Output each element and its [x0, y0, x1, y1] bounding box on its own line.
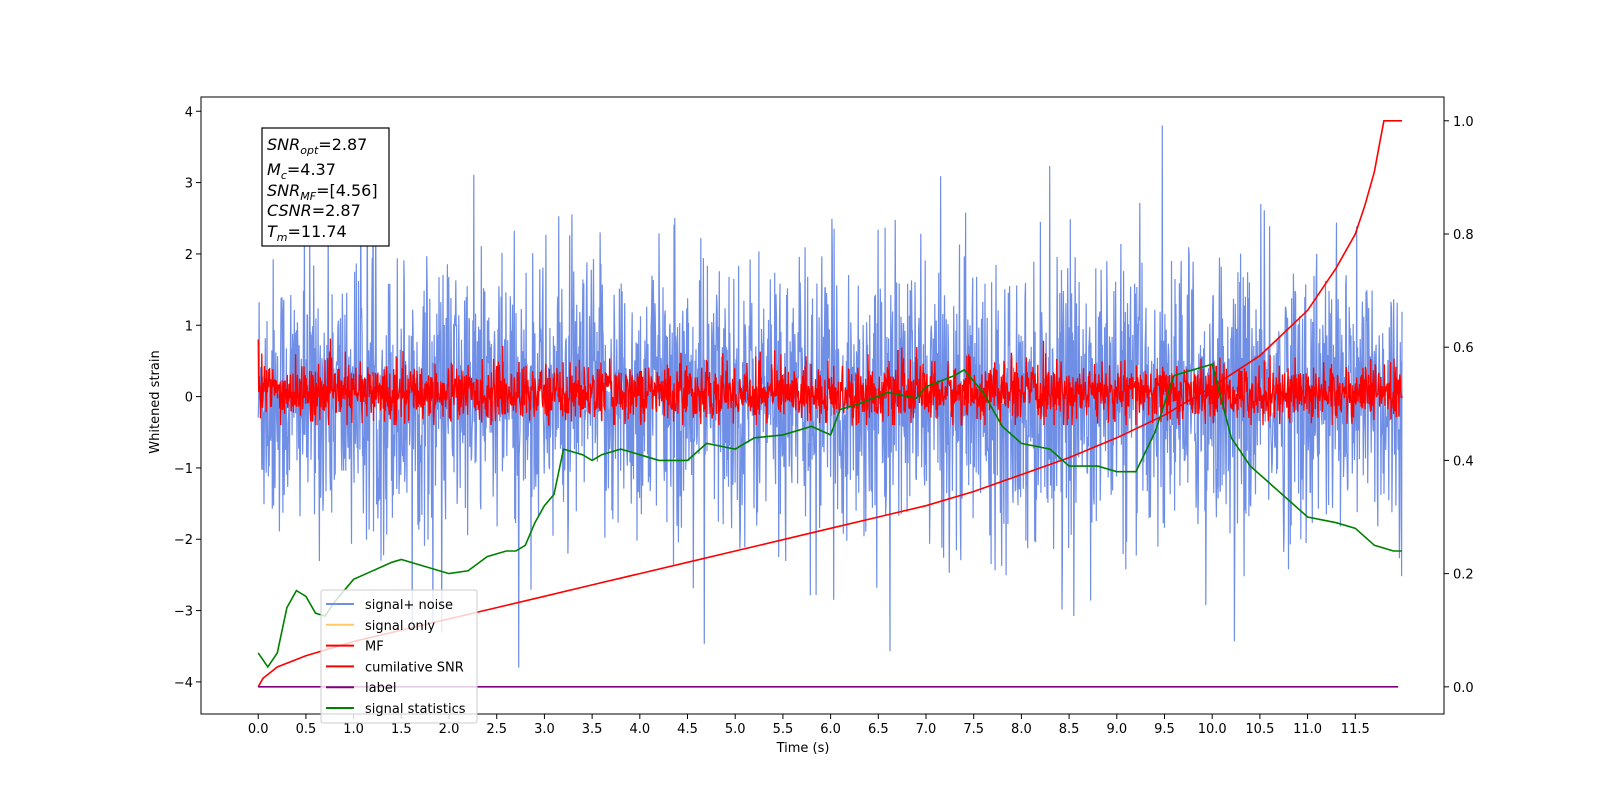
x-tick-label: 9.5: [1154, 722, 1175, 737]
series-signal-noise: [257, 125, 1403, 668]
x-tick-label: 8.0: [1011, 722, 1032, 737]
y-tick-label: 1: [185, 319, 193, 334]
x-tick-label: 6.0: [820, 722, 841, 737]
legend: signal+ noise signal only MF cumilative SNR…: [320, 589, 478, 724]
x-tick-label: 11.0: [1293, 722, 1322, 737]
x-tick-label: 10.0: [1198, 722, 1227, 737]
info-mc: Mc=4.37: [267, 160, 336, 182]
x-axis-label: Time (s): [776, 741, 830, 756]
info-snr-mf: SNRMF=[4.56]: [267, 181, 378, 203]
y-tick-label: −1: [174, 462, 193, 477]
y-axis-label: Whitened strain: [148, 350, 163, 453]
y2-tick-label: 0.2: [1453, 568, 1474, 583]
info-box-frame: [261, 127, 390, 247]
x-tick-label: 10.5: [1245, 722, 1274, 737]
x-tick-label: 0.5: [296, 722, 317, 737]
y2-tick-label: 1.0: [1453, 115, 1474, 130]
y2-tick-label: 0.8: [1453, 228, 1474, 243]
x-tick-label: 2.0: [439, 722, 460, 737]
info-csnr: CSNR=2.87: [267, 201, 361, 220]
info-snr-opt: SNRopt=2.87: [267, 135, 367, 157]
legend-label: MF: [365, 640, 384, 655]
x-tick-label: 9.0: [1106, 722, 1127, 737]
series-signal-statistics: [257, 363, 1402, 669]
y-tick-label: 0: [185, 391, 193, 406]
legend-label: label: [365, 681, 396, 696]
legend-frame: [320, 589, 478, 724]
x-tick-label: 4.5: [677, 722, 698, 737]
y-tick-label: −2: [174, 533, 193, 548]
x-tick-label: 7.0: [916, 722, 937, 737]
x-tick-label: 0.0: [248, 722, 269, 737]
y-tick-label: 4: [185, 105, 193, 120]
x-tick-label: 8.5: [1059, 722, 1080, 737]
x-tick-label: 5.5: [773, 722, 794, 737]
legend-label: cumilative SNR: [365, 660, 464, 675]
x-tick-label: 2.5: [486, 722, 507, 737]
x-tick-label: 11.5: [1341, 722, 1370, 737]
axes-layer: 0.0 0.5 1.0 1.5 2.0 2.5 3.0 3.5 4.0 4.5 5.0 5.5 6.0 6…: [174, 96, 1474, 737]
x-tick-label: 6.5: [868, 722, 889, 737]
legend-label: signal+ noise: [365, 598, 453, 613]
y2-tick-label: 0.6: [1453, 341, 1474, 356]
y-tick-label: −3: [174, 605, 193, 620]
y-tick-label: 2: [185, 248, 193, 263]
info-box: SNRopt=2.87 Mc=4.37 SNRMF=[4.56] CSNR=2.…: [261, 127, 390, 247]
series-mf: [257, 338, 1403, 427]
x-tick-label: 1.5: [391, 722, 412, 737]
x-tick-label: 3.0: [534, 722, 555, 737]
x-tick-label: 7.5: [963, 722, 984, 737]
plot-frame: [200, 96, 1445, 715]
y2-tick-label: 0.4: [1453, 454, 1474, 469]
info-tm: Tm=11.74: [267, 222, 347, 244]
legend-label: signal statistics: [365, 702, 466, 717]
y2-tick-label: 0.0: [1453, 681, 1474, 696]
legend-label: signal only: [365, 619, 435, 634]
y-tick-label: −4: [174, 676, 193, 691]
y-tick-label: 3: [185, 177, 193, 192]
x-tick-label: 3.5: [582, 722, 603, 737]
x-tick-label: 4.0: [629, 722, 650, 737]
x-tick-label: 5.0: [725, 722, 746, 737]
x-tick-label: 1.0: [343, 722, 364, 737]
